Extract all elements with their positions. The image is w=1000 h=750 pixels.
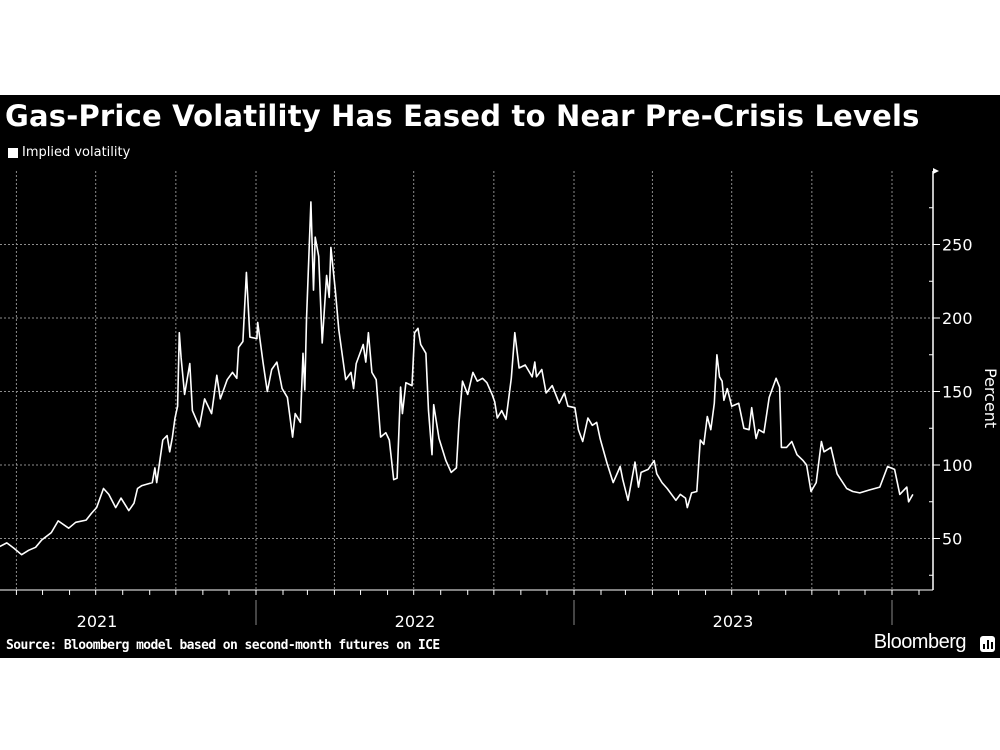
series-line-implied-volatility (0, 201, 914, 556)
source-note: Source: Bloomberg model based on second-… (6, 638, 440, 653)
chart-panel (0, 95, 1000, 658)
y-axis-label: Percent (981, 368, 1000, 429)
y-tick-label: 200 (942, 309, 973, 328)
x-tick-label: 2021 (77, 612, 118, 631)
legend: Implied volatility (8, 145, 130, 160)
y-tick-label: 150 (942, 383, 973, 402)
y-tick-label: 100 (942, 456, 973, 475)
chart-title: Gas-Price Volatility Has Eased to Near P… (5, 99, 920, 133)
legend-swatch (8, 147, 18, 158)
y-axis-arrow (933, 168, 939, 174)
legend-label: Implied volatility (22, 145, 131, 160)
y-tick-label: 250 (942, 236, 973, 255)
x-tick-label: 2022 (395, 612, 436, 631)
y-tick-label: 50 (942, 530, 962, 549)
bloomberg-logo: Bloomberg (873, 631, 967, 653)
x-tick-label: 2023 (713, 612, 754, 631)
bloomberg-chart-icon (980, 636, 995, 652)
